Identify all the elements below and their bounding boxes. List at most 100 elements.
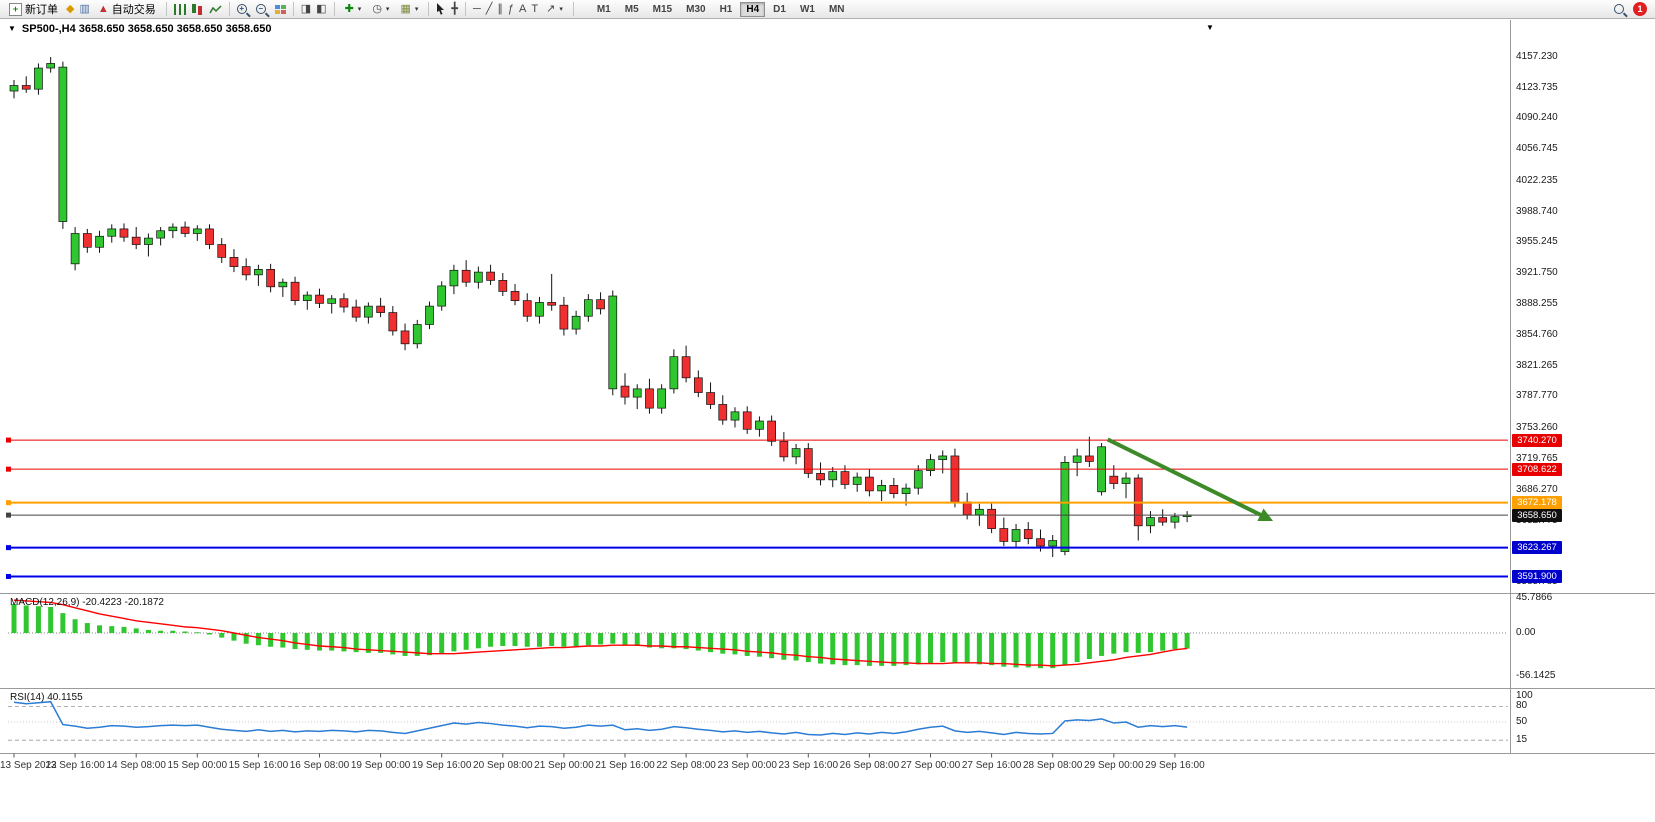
line-handle[interactable] [6, 437, 11, 443]
macd-bar [97, 625, 103, 633]
trend-arrow-head[interactable] [1257, 508, 1273, 522]
macd-bar [756, 633, 762, 657]
bear-candle [596, 299, 605, 310]
bear-candle [889, 485, 899, 494]
bull-candle [95, 235, 104, 248]
tile-windows-icon[interactable] [274, 4, 286, 14]
chart-shift-icon[interactable]: ◧ [316, 2, 327, 15]
macd-bar [145, 629, 151, 633]
label-icon[interactable]: T [531, 2, 539, 15]
metaeditor-icon[interactable]: ◆ [66, 2, 75, 15]
bear-candle [999, 528, 1009, 542]
bear-candle [620, 385, 630, 398]
macd-bar [402, 633, 408, 656]
bull-candle [535, 302, 544, 317]
caret-down-icon: ▾ [385, 5, 390, 13]
macd-bar [842, 633, 848, 666]
macd-bar [989, 633, 995, 666]
bar-chart-icon[interactable] [173, 3, 186, 15]
crosshair-icon[interactable]: ╋ [451, 2, 458, 15]
bull-candle [571, 315, 581, 330]
search-icon[interactable] [1614, 4, 1624, 14]
indicators-button[interactable]: ✚ ▾ [342, 3, 365, 16]
macd-bar [744, 633, 750, 656]
macd-bar [622, 633, 628, 646]
macd-bar [536, 633, 542, 647]
line-handle[interactable] [6, 466, 11, 472]
horizontal-line-icon[interactable]: ─ [472, 2, 481, 15]
bull-candle [144, 237, 153, 245]
market-watch-icon[interactable]: ▥ [79, 2, 90, 15]
arrows-button[interactable]: ↗ ▾ [543, 3, 566, 16]
cursor-icon[interactable] [436, 2, 446, 16]
timeframe-d1[interactable]: D1 [767, 2, 792, 17]
bear-candle [339, 298, 349, 308]
bear-candle [950, 455, 960, 503]
timeframe-m15[interactable]: M15 [647, 2, 678, 17]
bear-candle [1109, 475, 1119, 484]
bull-candle [730, 411, 740, 421]
line-handle[interactable] [6, 545, 11, 551]
timeframe-w1[interactable]: W1 [794, 2, 821, 17]
bull-candle [913, 470, 923, 489]
macd-bar [940, 633, 946, 663]
zoom-in-icon[interactable]: + [236, 4, 247, 14]
notification-badge[interactable]: 1 [1633, 2, 1647, 16]
line-handle[interactable] [6, 573, 11, 579]
toolbar-separator [333, 2, 335, 16]
bull-candle [254, 268, 263, 276]
macd-bar [109, 626, 115, 633]
bull-candle [327, 298, 337, 304]
auto-scroll-icon[interactable]: ◨ [300, 2, 312, 15]
macd-bar [708, 633, 714, 653]
macd-bar [1123, 633, 1129, 653]
new-order-icon: + [9, 2, 22, 16]
timeframe-h4[interactable]: H4 [740, 1, 766, 17]
line-handle[interactable] [6, 512, 11, 518]
bull-candle [412, 324, 422, 345]
timeframe-h1[interactable]: H1 [714, 2, 739, 17]
bull-candle [791, 448, 801, 458]
bear-candle [510, 291, 520, 301]
macd-bar [35, 606, 41, 633]
bear-candle [987, 508, 996, 529]
macd-bar [952, 633, 958, 663]
toolbar-separator [428, 2, 430, 16]
bear-candle [706, 392, 715, 405]
candlestick-chart-icon[interactable] [191, 3, 204, 16]
trendline-icon[interactable]: ╱ [485, 2, 493, 15]
bull-candle [877, 485, 886, 492]
bull-candle [901, 487, 911, 494]
toolbar-separator [572, 2, 574, 16]
templates-button[interactable]: ▦ ▾ [397, 3, 421, 16]
zoom-out-icon[interactable]: − [255, 4, 266, 14]
macd-bar [439, 633, 445, 654]
template-icon: ▦ [400, 2, 411, 15]
bull-candle [1121, 477, 1131, 484]
fibonacci-icon[interactable]: ƒ [507, 2, 515, 15]
periods-button[interactable]: ◷ ▾ [369, 3, 392, 16]
macd-signal-line [13, 599, 1188, 667]
timeframe-m1[interactable]: M1 [591, 2, 617, 17]
new-order-button[interactable]: + 新订单 [6, 0, 61, 18]
macd-bar [341, 633, 347, 652]
line-handle[interactable] [6, 500, 11, 506]
trend-arrow-line[interactable] [1106, 437, 1262, 517]
bull-candle [302, 294, 312, 301]
auto-trading-label: 自动交易 [111, 4, 156, 16]
macd-bar [72, 619, 78, 633]
auto-trading-button[interactable]: ▲ 自动交易 [95, 0, 159, 18]
bull-candle [632, 388, 642, 398]
timeframe-m5[interactable]: M5 [619, 2, 645, 17]
macd-bar [915, 633, 921, 665]
text-icon[interactable]: A [519, 2, 527, 15]
rsi-line [13, 700, 1188, 736]
timeframe-mn[interactable]: MN [823, 2, 851, 17]
channel-icon[interactable]: ∥ [497, 2, 503, 15]
timeframe-m30[interactable]: M30 [680, 2, 711, 17]
line-chart-icon[interactable] [209, 4, 222, 15]
macd-bar [317, 633, 322, 651]
macd-bar [659, 633, 665, 649]
bear-candle [1158, 517, 1168, 523]
